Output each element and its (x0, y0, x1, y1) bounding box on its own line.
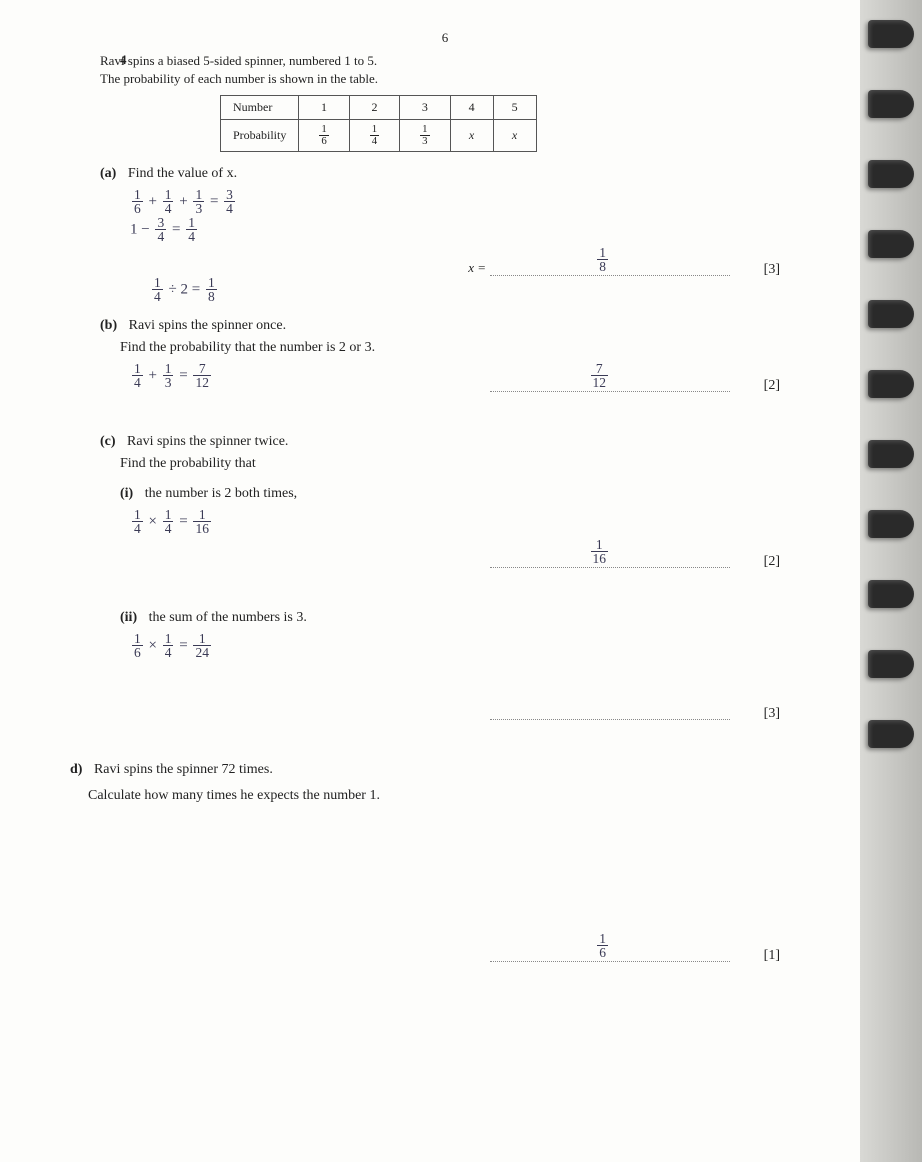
question-intro: Ravi spins a biased 5-sided spinner, num… (100, 52, 820, 87)
part-ci-text: the number is 2 both times, (145, 486, 297, 501)
table-cell: x (493, 120, 536, 152)
table-cell: 13 (400, 120, 450, 152)
marks-d: [1] (764, 948, 780, 964)
answer-rule (490, 719, 730, 720)
answer-line-ci: 116 [2] (70, 542, 790, 568)
table-row: Number 1 2 3 4 5 (221, 96, 537, 120)
marks-ci: [2] (764, 554, 780, 570)
binding-ring (868, 720, 914, 748)
handwriting-a1: 16 + 14 + 13 = 34 (130, 188, 820, 216)
sub-label-cii: (ii) (120, 610, 137, 625)
row-label-number: Number (221, 96, 299, 120)
part-d: d) Ravi spins the spinner 72 times. (70, 762, 820, 778)
marks-cii: [3] (764, 706, 780, 722)
intro-line-1: Ravi spins a biased 5-sided spinner, num… (100, 53, 377, 68)
binding-ring (868, 650, 914, 678)
part-c-i: (i) the number is 2 both times, (120, 486, 820, 502)
answer-rule (490, 961, 730, 962)
row-label-probability: Probability (221, 120, 299, 152)
answer-rule (490, 567, 730, 568)
table-cell: 4 (450, 96, 493, 120)
part-label-a: (a) (100, 166, 116, 181)
part-label-d: d) (70, 762, 82, 777)
page-number: 6 (70, 30, 820, 46)
binding-ring (868, 440, 914, 468)
question-number: 4 (120, 52, 127, 68)
intro-line-2: The probability of each number is shown … (100, 71, 378, 86)
part-cii-text: the sum of the numbers is 3. (149, 610, 307, 625)
table-row: Probability 16 14 13 x x (221, 120, 537, 152)
table-cell: x (450, 120, 493, 152)
part-b-text: Ravi spins the spinner once. (129, 318, 286, 333)
answer-line-d: 16 [1] (70, 936, 790, 962)
handwriting-cii: 16 × 14 = 124 (130, 632, 820, 660)
part-b-sub: Find the probability that the number is … (120, 340, 820, 356)
binding-ring (868, 160, 914, 188)
part-d-sub: Calculate how many times he expects the … (88, 788, 820, 804)
binding-ring (868, 580, 914, 608)
answer-prefix: x = (468, 260, 486, 276)
answer-rule (490, 275, 730, 276)
handwriting-a3: 14 ÷ 2 = 18 (150, 276, 820, 304)
part-a: (a) Find the value of x. (100, 166, 820, 182)
table-cell: 5 (493, 96, 536, 120)
probability-table: Number 1 2 3 4 5 Probability 16 14 13 x … (220, 95, 537, 152)
marks-a: [3] (764, 262, 780, 278)
table-cell: 2 (349, 96, 399, 120)
table-cell: 1 (299, 96, 349, 120)
answer-rule (490, 391, 730, 392)
part-d-text: Ravi spins the spinner 72 times. (94, 762, 273, 777)
answer-line-cii: [3] (70, 694, 790, 720)
marks-b: [2] (764, 378, 780, 394)
spiral-binding (860, 0, 922, 1162)
answer-line-a: x = 18 [3] (70, 250, 790, 276)
part-c-text: Ravi spins the spinner twice. (127, 434, 288, 449)
binding-ring (868, 370, 914, 398)
binding-ring (868, 300, 914, 328)
part-a-text: Find the value of x. (128, 166, 237, 181)
sub-label-ci: (i) (120, 486, 133, 501)
answer-d: 16 (595, 932, 610, 960)
binding-ring (868, 90, 914, 118)
part-label-b: (b) (100, 318, 117, 333)
part-c: (c) Ravi spins the spinner twice. (100, 434, 820, 450)
exam-page: 6 4 Ravi spins a biased 5-sided spinner,… (0, 0, 860, 1162)
binding-ring (868, 20, 914, 48)
table-cell: 14 (349, 120, 399, 152)
answer-b: 712 (589, 362, 611, 390)
table-cell: 16 (299, 120, 349, 152)
part-c-sub: Find the probability that (120, 456, 820, 472)
answer-a: 18 (595, 246, 610, 274)
part-c-ii: (ii) the sum of the numbers is 3. (120, 610, 820, 626)
answer-line-b: 712 [2] (70, 366, 790, 392)
part-label-c: (c) (100, 434, 116, 449)
handwriting-a2: 1 − 34 = 14 (130, 216, 820, 244)
binding-ring (868, 510, 914, 538)
answer-ci: 116 (589, 538, 611, 566)
handwriting-ci: 14 × 14 = 116 (130, 508, 820, 536)
part-b: (b) Ravi spins the spinner once. (100, 318, 820, 334)
binding-ring (868, 230, 914, 258)
table-cell: 3 (400, 96, 450, 120)
